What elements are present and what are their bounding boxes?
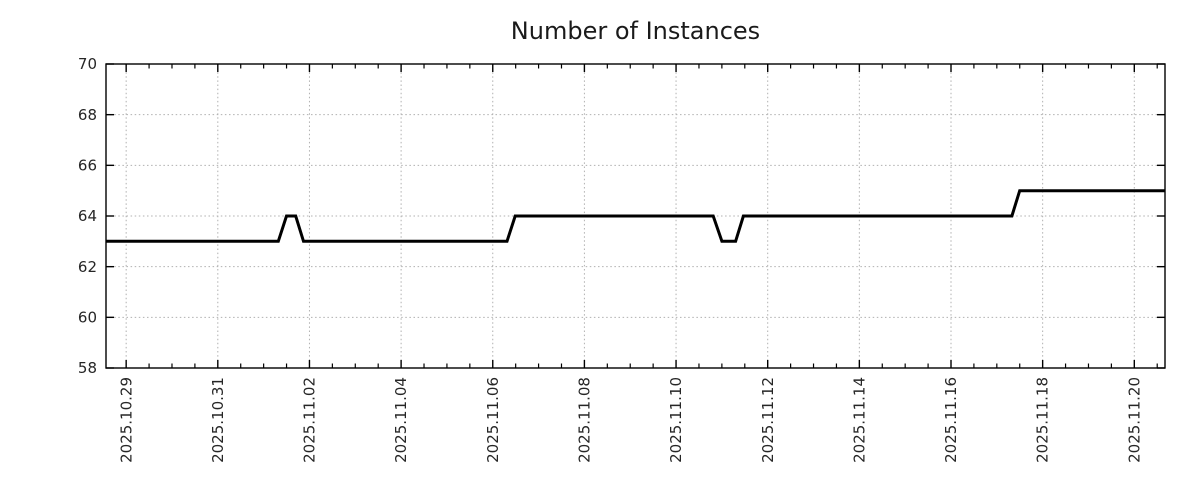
- svg-text:64: 64: [78, 207, 97, 225]
- svg-text:58: 58: [78, 359, 97, 377]
- svg-text:62: 62: [78, 258, 97, 276]
- svg-text:2025.11.06: 2025.11.06: [484, 377, 502, 463]
- svg-text:2025.11.12: 2025.11.12: [759, 377, 777, 463]
- svg-text:2025.11.10: 2025.11.10: [667, 377, 685, 463]
- svg-text:2025.11.02: 2025.11.02: [301, 377, 319, 463]
- svg-text:2025.11.20: 2025.11.20: [1125, 377, 1143, 463]
- svg-text:2025.10.31: 2025.10.31: [209, 377, 227, 463]
- svg-text:2025.11.14: 2025.11.14: [850, 377, 868, 463]
- svg-text:2025.11.08: 2025.11.08: [576, 377, 594, 463]
- chart-title: Number of Instances: [510, 17, 761, 45]
- svg-text:70: 70: [78, 55, 97, 73]
- svg-text:2025.11.04: 2025.11.04: [392, 377, 410, 463]
- svg-text:60: 60: [78, 308, 97, 326]
- svg-text:2025.11.16: 2025.11.16: [942, 377, 960, 463]
- svg-text:66: 66: [78, 156, 97, 174]
- svg-text:2025.10.29: 2025.10.29: [117, 377, 135, 463]
- svg-text:68: 68: [78, 106, 97, 124]
- svg-text:2025.11.18: 2025.11.18: [1034, 377, 1052, 463]
